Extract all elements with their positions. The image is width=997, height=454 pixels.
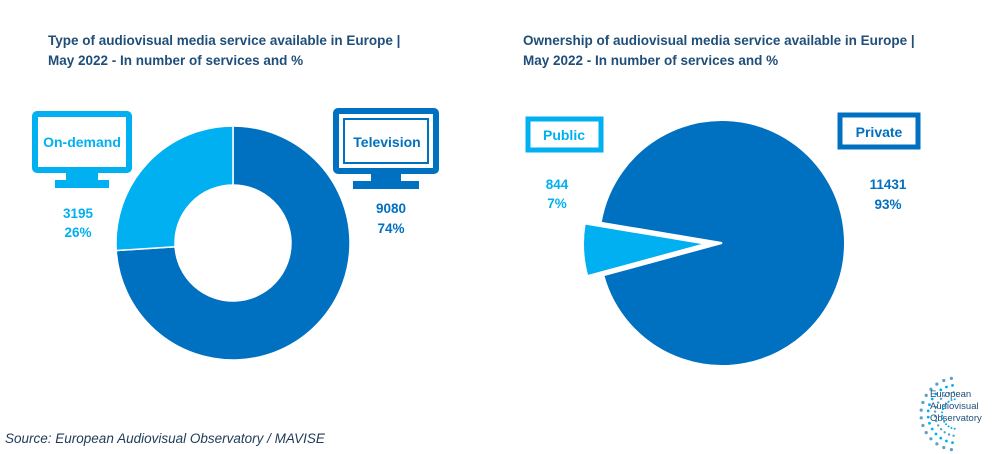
logo-dot xyxy=(935,442,939,446)
public-label-box xyxy=(525,116,604,153)
logo-dot xyxy=(930,397,934,401)
logo-dot xyxy=(924,393,928,397)
logo-dot xyxy=(947,433,951,436)
value-private: 11431 xyxy=(870,177,907,192)
logo-dot xyxy=(935,419,938,423)
logo-dot xyxy=(939,397,943,400)
observatory-logo-icon xyxy=(919,376,956,452)
logo-dot xyxy=(949,376,953,380)
chart-title-type-line-2: May 2022 - In number of services and % xyxy=(48,53,304,68)
on-demand-monitor-icon xyxy=(32,111,132,188)
percent-television: 74% xyxy=(377,221,404,236)
logo-dot xyxy=(945,423,948,426)
logo-dot xyxy=(933,415,937,418)
logo-dot xyxy=(919,408,923,412)
logo-dot xyxy=(935,382,939,386)
logo-dot xyxy=(928,403,931,407)
logo-dot xyxy=(935,405,938,409)
label-public: Public xyxy=(543,127,585,143)
label-on-demand: On-demand xyxy=(43,134,121,150)
logo-dot xyxy=(941,417,944,420)
logo-dot xyxy=(939,436,943,440)
pie-slice-public xyxy=(582,222,707,278)
logo-dot xyxy=(953,427,956,430)
logo-dot xyxy=(929,437,933,441)
pie-chart xyxy=(582,119,846,367)
logo-dot xyxy=(949,448,953,452)
logo-dot xyxy=(921,400,925,405)
percent-on-demand: 26% xyxy=(64,225,91,240)
logo-dot xyxy=(919,416,923,420)
logo-dot xyxy=(926,409,930,413)
television-monitor-icon xyxy=(333,108,439,189)
logo-dot xyxy=(947,392,951,395)
logo-dot xyxy=(950,399,953,401)
logo-dot xyxy=(947,425,950,428)
logo-dot xyxy=(945,402,948,405)
logo-dot xyxy=(934,432,938,436)
chart-title-type-line-1: Type of audiovisual media service availa… xyxy=(48,33,401,48)
logo-dot xyxy=(943,420,946,423)
value-public: 844 xyxy=(546,177,569,192)
logo-dot xyxy=(941,408,944,411)
logo-line-1: European xyxy=(930,389,972,400)
logo-line-2: Audiovisual xyxy=(930,401,979,412)
logo-dot xyxy=(941,411,944,414)
chart-title-ownership-line-1: Ownership of audiovisual media service a… xyxy=(523,33,915,48)
label-television: Television xyxy=(353,134,420,150)
logo-dot xyxy=(934,392,938,396)
logo-dot xyxy=(928,421,931,425)
label-private: Private xyxy=(856,124,903,140)
logo-dot xyxy=(945,439,948,443)
logo-dot xyxy=(930,427,934,431)
private-label-box xyxy=(837,112,921,150)
value-on-demand: 3195 xyxy=(63,206,94,221)
logo-dot xyxy=(943,405,946,408)
logo-dot xyxy=(947,400,950,403)
logo-dot xyxy=(942,445,946,450)
chart-title-ownership: Ownership of audiovisual media service a… xyxy=(523,31,915,71)
logo-dot xyxy=(929,387,933,391)
value-television: 9080 xyxy=(376,201,406,216)
logo-line-3: Observatory xyxy=(930,413,982,424)
logo-dot xyxy=(953,398,956,401)
logo-dot xyxy=(952,434,955,437)
percent-private: 93% xyxy=(874,197,901,212)
chart-title-type: Type of audiovisual media service availa… xyxy=(48,31,400,71)
logo-dot xyxy=(945,385,948,389)
logo-dot xyxy=(943,394,946,397)
logo-dot xyxy=(951,384,954,387)
donut-slice-on-demand xyxy=(115,125,234,252)
logo-dot xyxy=(952,391,955,394)
pie-slice-private xyxy=(599,119,846,367)
logo-dot xyxy=(924,431,928,435)
donut-slice-television xyxy=(115,125,351,361)
logo-dot xyxy=(926,415,930,419)
logo-dot xyxy=(933,410,937,413)
logo-dot xyxy=(939,388,943,392)
logo-dot xyxy=(950,427,953,429)
logo-dot xyxy=(943,431,946,434)
percent-public: 7% xyxy=(547,196,567,211)
observatory-logo-text: European Audiovisual Observatory xyxy=(930,389,982,425)
logo-dot xyxy=(937,401,940,404)
source-note: Source: European Audiovisual Observatory… xyxy=(5,431,325,446)
logo-dot xyxy=(942,378,946,383)
logo-dot xyxy=(941,414,944,417)
logo-dot xyxy=(951,441,954,444)
logo-dot xyxy=(939,428,943,431)
logo-dot xyxy=(937,424,940,427)
donut-chart xyxy=(115,125,351,361)
logo-dot xyxy=(921,423,925,428)
chart-title-ownership-line-2: May 2022 - In number of services and % xyxy=(523,53,779,68)
